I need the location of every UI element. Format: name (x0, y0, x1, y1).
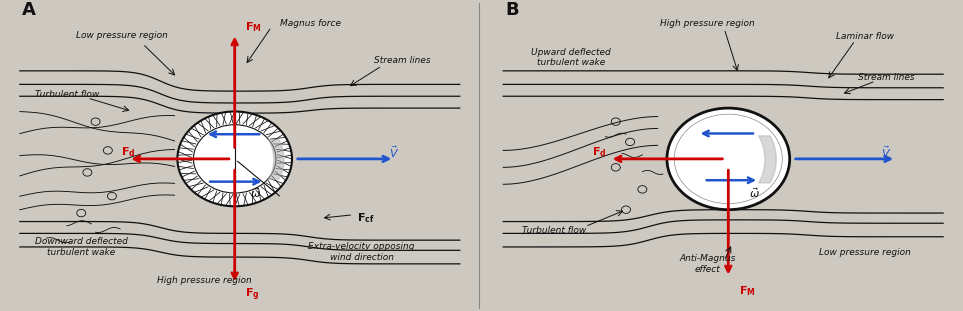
Text: $\mathbf{F_{cf}}$: $\mathbf{F_{cf}}$ (357, 211, 376, 225)
Text: Turbulent flow: Turbulent flow (522, 225, 586, 234)
Text: Stream lines: Stream lines (857, 73, 914, 82)
Text: Downward deflected
turbulent wake: Downward deflected turbulent wake (35, 237, 128, 257)
Circle shape (177, 111, 292, 206)
Text: A: A (22, 1, 36, 19)
Text: Low pressure region: Low pressure region (76, 31, 169, 40)
Text: Turbulent flow: Turbulent flow (35, 90, 99, 99)
Text: High pressure region: High pressure region (157, 276, 251, 285)
Text: Upward deflected
turbulent wake: Upward deflected turbulent wake (531, 48, 611, 67)
Text: $\mathbf{F_g}$: $\mathbf{F_g}$ (245, 286, 259, 303)
Text: $\vec{\omega}$: $\vec{\omega}$ (249, 186, 261, 200)
Text: $\mathbf{F_d}$: $\mathbf{F_d}$ (592, 145, 607, 159)
Text: Magnus force: Magnus force (279, 19, 341, 28)
Text: Anti-Magnus
effect: Anti-Magnus effect (680, 254, 736, 274)
Text: $\mathbf{F_d}$: $\mathbf{F_d}$ (121, 145, 136, 159)
Text: $\vec{V}$: $\vec{V}$ (389, 144, 400, 160)
Circle shape (667, 108, 790, 210)
Text: Extra-velocity opposing
wind direction: Extra-velocity opposing wind direction (308, 242, 415, 262)
Text: Laminar flow: Laminar flow (836, 32, 895, 41)
Text: $\vec{\omega}$: $\vec{\omega}$ (749, 186, 761, 200)
Text: Stream lines: Stream lines (375, 56, 430, 65)
Text: $\mathbf{F_M}$: $\mathbf{F_M}$ (739, 284, 755, 298)
Text: B: B (506, 1, 519, 19)
Text: $\vec{V}$: $\vec{V}$ (881, 144, 891, 160)
Text: Low pressure region: Low pressure region (820, 248, 911, 257)
Text: $\mathbf{F_M}$: $\mathbf{F_M}$ (245, 20, 262, 34)
Text: High pressure region: High pressure region (661, 19, 755, 28)
